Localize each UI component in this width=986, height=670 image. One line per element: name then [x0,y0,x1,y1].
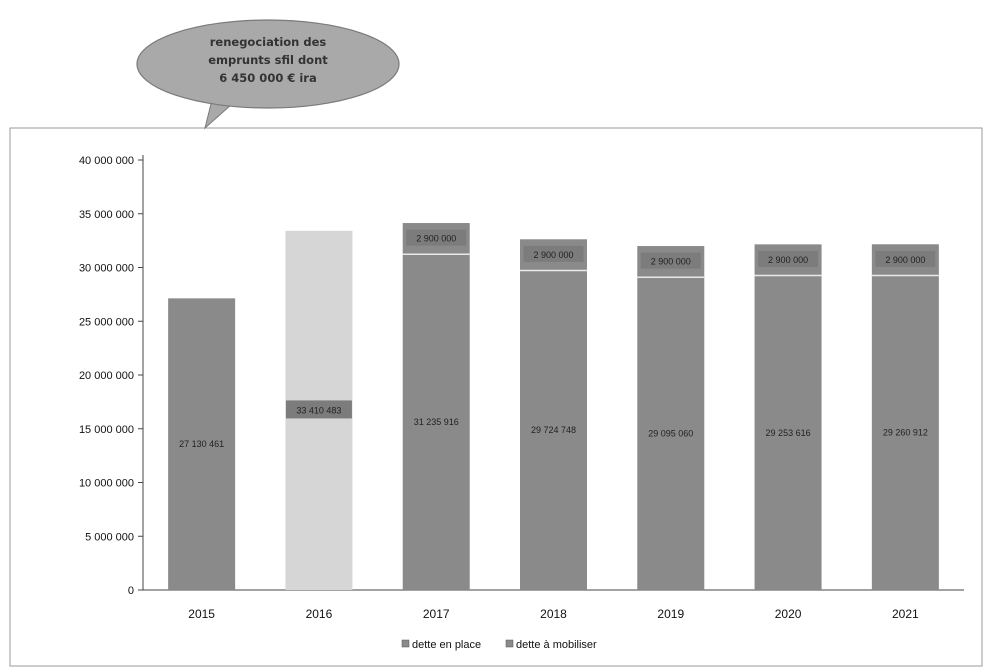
data-label-box [875,250,936,267]
data-label-dette-en-place: 33 410 483 [296,405,341,415]
y-tick-label: 30 000 000 [79,263,134,275]
callout-line-3: 6 450 000 € ira [219,71,316,85]
data-label-dette-a-mobiliser: 2 900 000 [533,250,573,260]
plot-area: 0 5 000 000 10 000 000 15 000 000 20 000 000… [79,155,964,621]
y-tick-label: 20 000 000 [79,370,134,382]
x-tick-label: 2019 [657,607,684,621]
bar-dette-en-place [754,275,822,590]
data-label-dette-en-place: 27 130 461 [179,439,224,449]
data-label-box [640,252,701,269]
data-label-dette-en-place: 29 724 748 [531,425,576,435]
data-label-box [758,250,819,267]
callout-line-2: emprunts sfil dont [208,53,328,67]
y-tick-label: 15 000 000 [79,424,134,436]
bar-dette-en-place [402,254,470,590]
data-label-dette-a-mobiliser: 2 900 000 [885,255,925,265]
data-label-dette-a-mobiliser: 2 900 000 [768,255,808,265]
data-label-box [285,400,352,419]
data-label-box [523,245,584,262]
callout-ellipse [136,19,400,109]
callout-line-1: renegociation des [210,35,327,49]
data-label-dette-en-place: 29 253 616 [766,428,811,438]
legend-label: dette à mobiliser [516,639,597,651]
y-tick-label: 25 000 000 [79,316,134,328]
chart-frame [9,127,983,667]
legend-swatch [401,639,410,648]
bar-dette-en-place [871,275,939,590]
bar-dette-en-place [520,270,587,590]
data-label-dette-a-mobiliser: 2 900 000 [416,234,456,244]
y-tick-label: 5 000 000 [85,531,134,543]
x-tick-label: 2018 [540,607,567,621]
bar-dette-en-place [168,298,236,590]
x-tick-label: 2016 [306,607,333,621]
legend-swatch [505,639,514,648]
legend: dette en place dette à mobiliser [401,639,597,651]
callout-bubble: renegociation des emprunts sfil dont 6 4… [136,19,400,130]
x-tick-label: 2020 [775,607,802,621]
y-tick-label: 10 000 000 [79,478,134,490]
x-tick-label: 2017 [423,607,450,621]
x-tick-label: 2015 [188,607,215,621]
y-tick-label: 35 000 000 [79,209,134,221]
y-tick-label: 0 [128,585,134,597]
data-label-box [406,229,467,246]
bar-dette-en-place [637,277,705,590]
data-label-dette-en-place: 31 235 916 [414,417,459,427]
data-label-dette-en-place: 29 095 060 [648,429,693,439]
data-label-dette-en-place: 29 260 912 [883,428,928,438]
data-label-dette-a-mobiliser: 2 900 000 [651,257,691,267]
legend-label: dette en place [412,639,481,651]
x-tick-label: 2021 [892,607,919,621]
y-tick-label: 40 000 000 [79,155,134,167]
